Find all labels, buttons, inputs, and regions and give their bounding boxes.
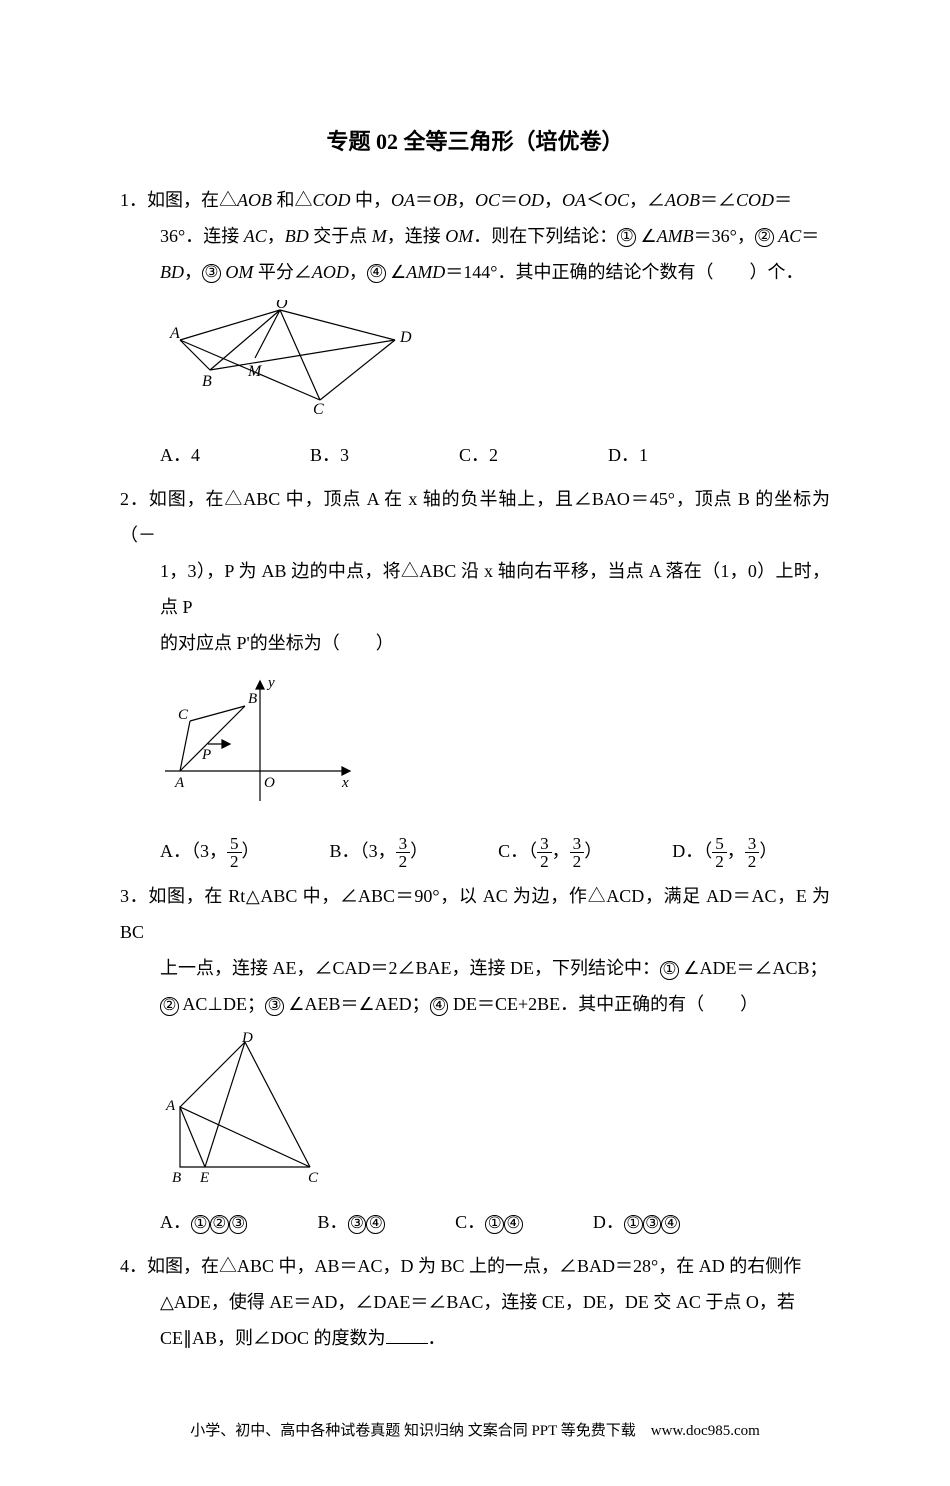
p1-line3: BD，③ OM 平分∠AOD，④ ∠AMD＝144°．其中正确的结论个数有（ ）… <box>120 254 830 290</box>
circle-1: ① <box>660 961 679 980</box>
page: 专题 02 全等三角形（培优卷） 1．如图，在△AOB 和△COD 中，OA＝O… <box>0 0 950 1486</box>
circle-1: ① <box>617 228 636 247</box>
p2-opt-a: A．（3，52） <box>160 833 260 870</box>
svg-text:B: B <box>202 373 212 390</box>
svg-text:B: B <box>248 691 257 707</box>
svg-text:C: C <box>308 1170 319 1182</box>
p3-opt-b: B．③④ <box>317 1204 385 1240</box>
svg-text:A: A <box>165 1098 176 1114</box>
problem-2: 2．如图，在△ABC 中，顶点 A 在 x 轴的负半轴上，且∠BAO＝45°，顶… <box>120 481 830 870</box>
p1-figure: A B C D O M <box>160 300 830 427</box>
p3-num: 3． <box>120 886 148 906</box>
svg-text:E: E <box>199 1170 209 1182</box>
p3-line2: 上一点，连接 AE，∠CAD＝2∠BAE，连接 DE，下列结论中：① ∠ADE＝… <box>120 950 830 986</box>
p3-opt-a: A．①②③ <box>160 1204 247 1240</box>
p3-opt-c: C．①④ <box>455 1204 523 1240</box>
p2-line2: 1，3），P 为 AB 边的中点，将△ABC 沿 x 轴向右平移，当点 A 落在… <box>120 553 830 625</box>
svg-text:x: x <box>341 775 349 791</box>
p4-num: 4． <box>120 1256 147 1276</box>
p1-opt-c: C．2 <box>459 437 498 473</box>
p2-svg: A B C O P x y <box>160 671 360 811</box>
p3-line3: ② AC⊥DE；③ ∠AEB＝∠AED；④ DE＝CE+2BE．其中正确的有（ … <box>120 986 830 1022</box>
svg-text:O: O <box>264 775 275 791</box>
svg-text:D: D <box>399 329 412 346</box>
p3-line1: 3．如图，在 Rt△ABC 中，∠ABC＝90°，以 AC 为边，作△ACD，满… <box>120 878 830 950</box>
svg-text:A: A <box>169 325 180 342</box>
problem-3: 3．如图，在 Rt△ABC 中，∠ABC＝90°，以 AC 为边，作△ACD，满… <box>120 878 830 1240</box>
p4-line1: 4．如图，在△ABC 中，AB＝AC，D 为 BC 上的一点，∠BAD＝28°，… <box>120 1248 830 1284</box>
circle-3: ③ <box>202 264 221 283</box>
p1-opt-b: B．3 <box>310 437 349 473</box>
svg-text:P: P <box>201 747 211 763</box>
p1-opt-a: A．4 <box>160 437 200 473</box>
svg-text:y: y <box>266 675 275 691</box>
circle-4: ④ <box>430 997 449 1016</box>
p2-opt-d: D．（52，32） <box>672 833 777 870</box>
p2-line1: 2．如图，在△ABC 中，顶点 A 在 x 轴的负半轴上，且∠BAO＝45°，顶… <box>120 481 830 553</box>
svg-text:O: O <box>276 300 288 312</box>
footer-text: 小学、初中、高中各种试卷真题 知识归纳 文案合同 PPT 等免费下载 www.d… <box>190 1423 760 1439</box>
svg-text:C: C <box>178 707 189 723</box>
p1-options: A．4 B．3 C．2 D．1 <box>120 437 830 473</box>
p1-num: 1． <box>120 190 147 210</box>
p2-num: 2． <box>120 489 149 509</box>
p4-line2: △ADE，使得 AE＝AD，∠DAE＝∠BAC，连接 CE，DE，DE 交 AC… <box>120 1284 830 1320</box>
svg-text:B: B <box>172 1170 181 1182</box>
svg-text:M: M <box>247 363 263 380</box>
problem-1: 1．如图，在△AOB 和△COD 中，OA＝OB，OC＝OD，OA＜OC，∠AO… <box>120 182 830 473</box>
p1-opt-d: D．1 <box>608 437 648 473</box>
circle-4: ④ <box>367 264 386 283</box>
page-title: 专题 02 全等三角形（培优卷） <box>120 120 830 164</box>
svg-text:D: D <box>241 1032 253 1046</box>
p1-line2: 36°．连接 AC，BD 交于点 M，连接 OM．则在下列结论：① ∠AMB＝3… <box>120 218 830 254</box>
svg-text:A: A <box>174 775 185 791</box>
p1-svg: A B C D O M <box>160 300 420 415</box>
svg-text:C: C <box>313 401 324 415</box>
p2-options: A．（3，52） B．（3，32） C．（32，32） D．（52，32） <box>120 833 830 870</box>
p3-svg: A B C D E <box>160 1032 330 1182</box>
p3-figure: A B C D E <box>160 1032 830 1194</box>
problem-4: 4．如图，在△ABC 中，AB＝AC，D 为 BC 上的一点，∠BAD＝28°，… <box>120 1248 830 1356</box>
fill-blank <box>386 1325 428 1344</box>
circle-3: ③ <box>265 997 284 1016</box>
page-footer: 小学、初中、高中各种试卷真题 知识归纳 文案合同 PPT 等免费下载 www.d… <box>120 1416 830 1446</box>
problem-1-text: 1．如图，在△AOB 和△COD 中，OA＝OB，OC＝OD，OA＜OC，∠AO… <box>120 182 830 218</box>
p2-line3: 的对应点 P'的坐标为（ ） <box>120 625 830 661</box>
p2-figure: A B C O P x y <box>160 671 830 823</box>
circle-2: ② <box>160 997 179 1016</box>
p3-opt-d: D．①③④ <box>593 1204 680 1240</box>
p2-opt-b: B．（3，32） <box>330 833 429 870</box>
circle-2: ② <box>755 228 774 247</box>
p2-opt-c: C．（32，32） <box>498 833 602 870</box>
p4-line3: CE∥AB，则∠DOC 的度数为． <box>120 1320 830 1356</box>
p3-options: A．①②③ B．③④ C．①④ D．①③④ <box>120 1204 830 1240</box>
